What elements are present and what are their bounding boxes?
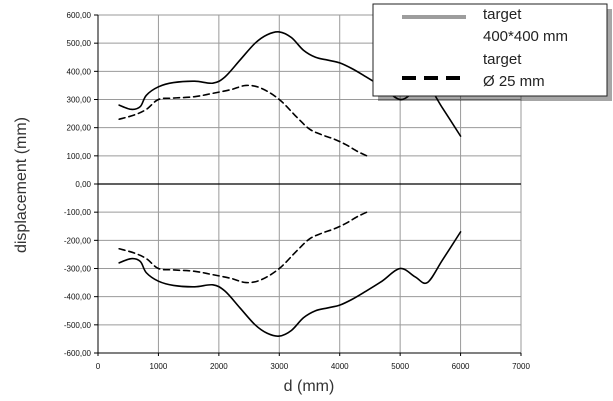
series-lines [118,31,462,337]
y-tick-label: -400,00 [64,293,92,302]
x-tick-label: 7000 [512,362,530,371]
x-axis-title: d (mm) [284,378,335,395]
y-tick-label: -500,00 [64,321,92,330]
y-tick-label: 0,00 [75,180,91,189]
series-line-solid-0 [118,31,462,137]
series-line-dashed-2 [118,84,371,159]
x-tick-label: 2000 [210,362,228,371]
y-tick-label: -100,00 [64,208,92,217]
series-line-solid-1 [118,231,462,337]
y-tick-label: -200,00 [64,236,92,245]
y-tick-label: -300,00 [64,265,92,274]
x-tick-label: 5000 [391,362,409,371]
x-tick-label: 3000 [270,362,288,371]
legend-box [372,3,608,97]
x-tick-label: 0 [96,362,101,371]
tick-labels: 600,00 500,00 400,00 300,00 200,00 100,00 0,00… [64,11,531,371]
series-line-dashed-3 [118,209,371,284]
legend: target 400*400 mm target Ø 25 mm [372,3,612,101]
x-tick-label: 4000 [331,362,349,371]
y-tick-label: 300,00 [67,96,92,105]
legend-label-1-line1: target [483,6,522,23]
y-tick-label: 600,00 [67,11,92,20]
legend-label-1-line2: 400*400 mm [483,28,568,45]
x-tick-label: 1000 [150,362,168,371]
y-tick-label: -600,00 [64,349,92,358]
y-tick-label: 100,00 [67,152,92,161]
x-tick-label: 6000 [452,362,470,371]
y-tick-label: 400,00 [67,67,92,76]
legend-label-2-line2: Ø 25 mm [483,73,545,90]
y-tick-label: 500,00 [67,39,92,48]
y-tick-label: 200,00 [67,124,92,133]
y-axis-title: displacement (mm) [13,117,30,253]
legend-label-2-line1: target [483,51,522,68]
